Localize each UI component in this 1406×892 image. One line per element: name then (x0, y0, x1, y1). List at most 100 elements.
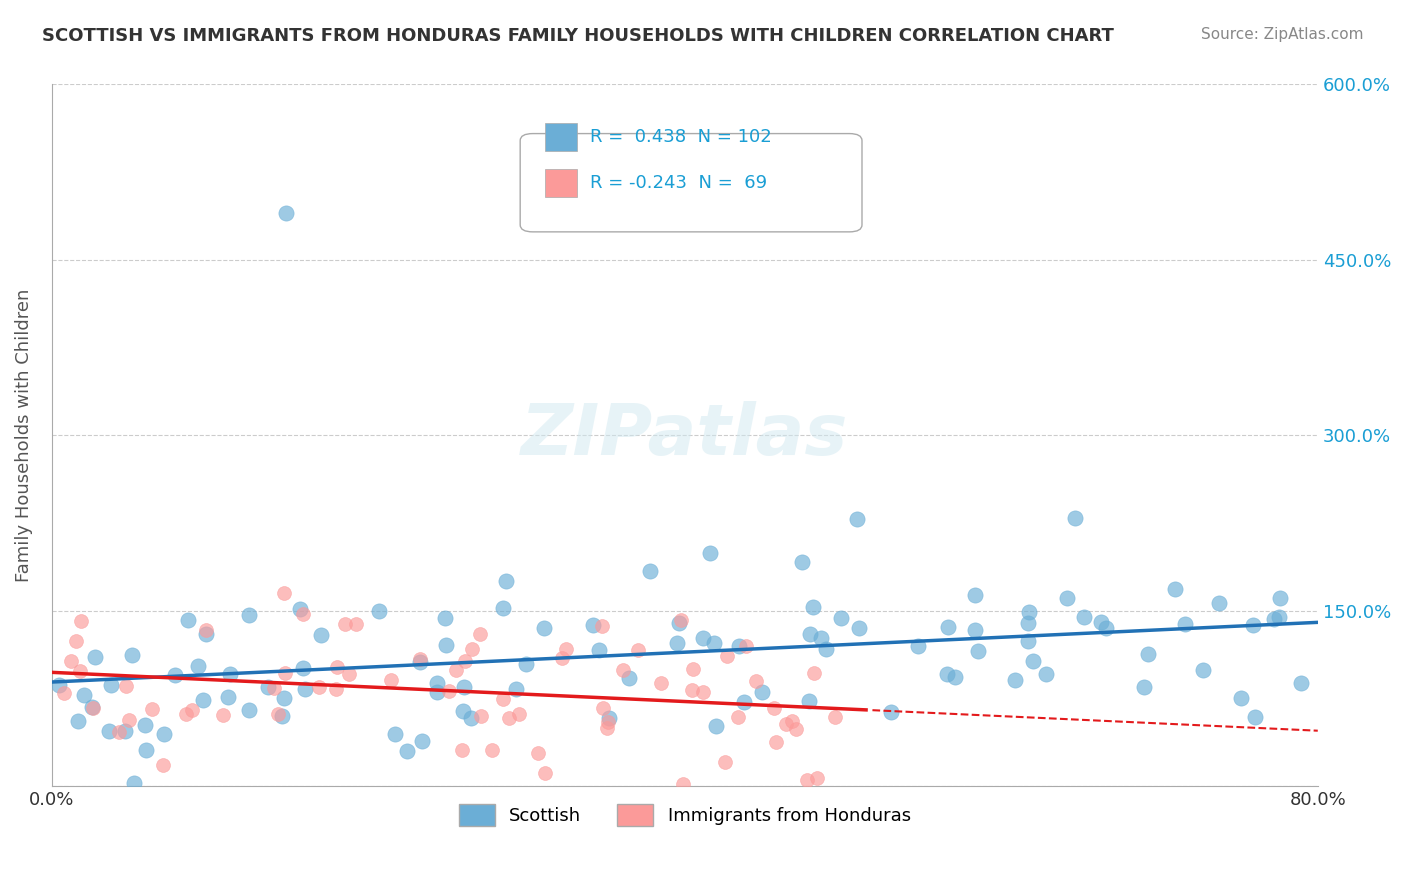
Immigrants from Honduras (461, 642, 484, 657)
Immigrants from Honduras (308, 681, 330, 695)
Scottish (294, 682, 316, 697)
Scottish (1241, 617, 1264, 632)
Scottish (453, 680, 475, 694)
Immigrants from Honduras (263, 681, 285, 695)
Scottish (195, 626, 218, 640)
Immigrants from Honduras (437, 683, 460, 698)
Scottish (411, 734, 433, 748)
Immigrants from Honduras (671, 613, 693, 627)
Scottish (692, 631, 714, 645)
Scottish (271, 709, 294, 723)
Scottish (751, 685, 773, 699)
Scottish (963, 623, 986, 637)
Scottish (309, 628, 332, 642)
Scottish (815, 642, 838, 657)
Scottish (727, 640, 749, 654)
Immigrants from Honduras (824, 710, 846, 724)
Immigrants from Honduras (115, 679, 138, 693)
Text: SCOTTISH VS IMMIGRANTS FROM HONDURAS FAMILY HOUSEHOLDS WITH CHILDREN CORRELATION: SCOTTISH VS IMMIGRANTS FROM HONDURAS FAM… (42, 27, 1114, 45)
Immigrants from Honduras (273, 586, 295, 600)
Scottish (801, 600, 824, 615)
Scottish (515, 657, 537, 671)
Scottish (238, 608, 260, 623)
Scottish (810, 631, 832, 645)
Immigrants from Honduras (492, 692, 515, 706)
Scottish (505, 681, 527, 696)
Scottish (434, 638, 457, 652)
Immigrants from Honduras (782, 714, 804, 728)
Scottish (1289, 676, 1312, 690)
Text: R =  0.438  N = 102: R = 0.438 N = 102 (589, 128, 772, 146)
Scottish (733, 695, 755, 709)
Scottish (936, 619, 959, 633)
Scottish (1137, 647, 1160, 661)
Scottish (453, 704, 475, 718)
Scottish (1244, 710, 1267, 724)
Immigrants from Honduras (555, 641, 578, 656)
Immigrants from Honduras (785, 722, 807, 736)
Scottish (121, 648, 143, 662)
Immigrants from Honduras (763, 700, 786, 714)
Immigrants from Honduras (735, 639, 758, 653)
Scottish (617, 671, 640, 685)
Scottish (426, 675, 449, 690)
Legend: Scottish, Immigrants from Honduras: Scottish, Immigrants from Honduras (451, 797, 918, 834)
Scottish (396, 744, 419, 758)
Scottish (1268, 610, 1291, 624)
Scottish (165, 668, 187, 682)
Immigrants from Honduras (326, 660, 349, 674)
Immigrants from Honduras (65, 633, 87, 648)
Immigrants from Honduras (174, 707, 197, 722)
Immigrants from Honduras (267, 706, 290, 721)
Scottish (1094, 621, 1116, 635)
Text: ZIPatlas: ZIPatlas (522, 401, 848, 470)
Scottish (274, 206, 297, 220)
Scottish (799, 627, 821, 641)
Scottish (1208, 596, 1230, 610)
Scottish (848, 621, 870, 635)
Immigrants from Honduras (152, 758, 174, 772)
Scottish (368, 604, 391, 618)
Scottish (1017, 634, 1039, 648)
Scottish (1133, 680, 1156, 694)
Scottish (80, 700, 103, 714)
Scottish (256, 681, 278, 695)
Text: R = -0.243  N =  69: R = -0.243 N = 69 (589, 174, 766, 192)
Scottish (1022, 654, 1045, 668)
Scottish (1174, 617, 1197, 632)
Immigrants from Honduras (470, 709, 492, 723)
Immigrants from Honduras (650, 675, 672, 690)
FancyBboxPatch shape (546, 169, 576, 197)
Scottish (84, 650, 107, 665)
Scottish (582, 617, 605, 632)
Scottish (492, 600, 515, 615)
Scottish (66, 714, 89, 728)
Scottish (1056, 591, 1078, 605)
Immigrants from Honduras (69, 665, 91, 679)
Scottish (135, 743, 157, 757)
Immigrants from Honduras (211, 708, 233, 723)
Scottish (219, 667, 242, 681)
Scottish (134, 718, 156, 732)
Scottish (1230, 690, 1253, 705)
FancyBboxPatch shape (520, 134, 862, 232)
Immigrants from Honduras (274, 666, 297, 681)
Scottish (1035, 667, 1057, 681)
Scottish (177, 613, 200, 627)
Immigrants from Honduras (346, 617, 368, 632)
Scottish (122, 776, 145, 790)
Scottish (187, 658, 209, 673)
Immigrants from Honduras (454, 654, 477, 668)
Immigrants from Honduras (716, 649, 738, 664)
Immigrants from Honduras (180, 703, 202, 717)
Scottish (152, 727, 174, 741)
Immigrants from Honduras (451, 742, 474, 756)
Immigrants from Honduras (745, 674, 768, 689)
Scottish (533, 622, 555, 636)
Scottish (699, 546, 721, 560)
Scottish (495, 574, 517, 588)
Immigrants from Honduras (409, 651, 432, 665)
Scottish (1268, 591, 1291, 605)
Scottish (830, 610, 852, 624)
Scottish (1164, 582, 1187, 597)
